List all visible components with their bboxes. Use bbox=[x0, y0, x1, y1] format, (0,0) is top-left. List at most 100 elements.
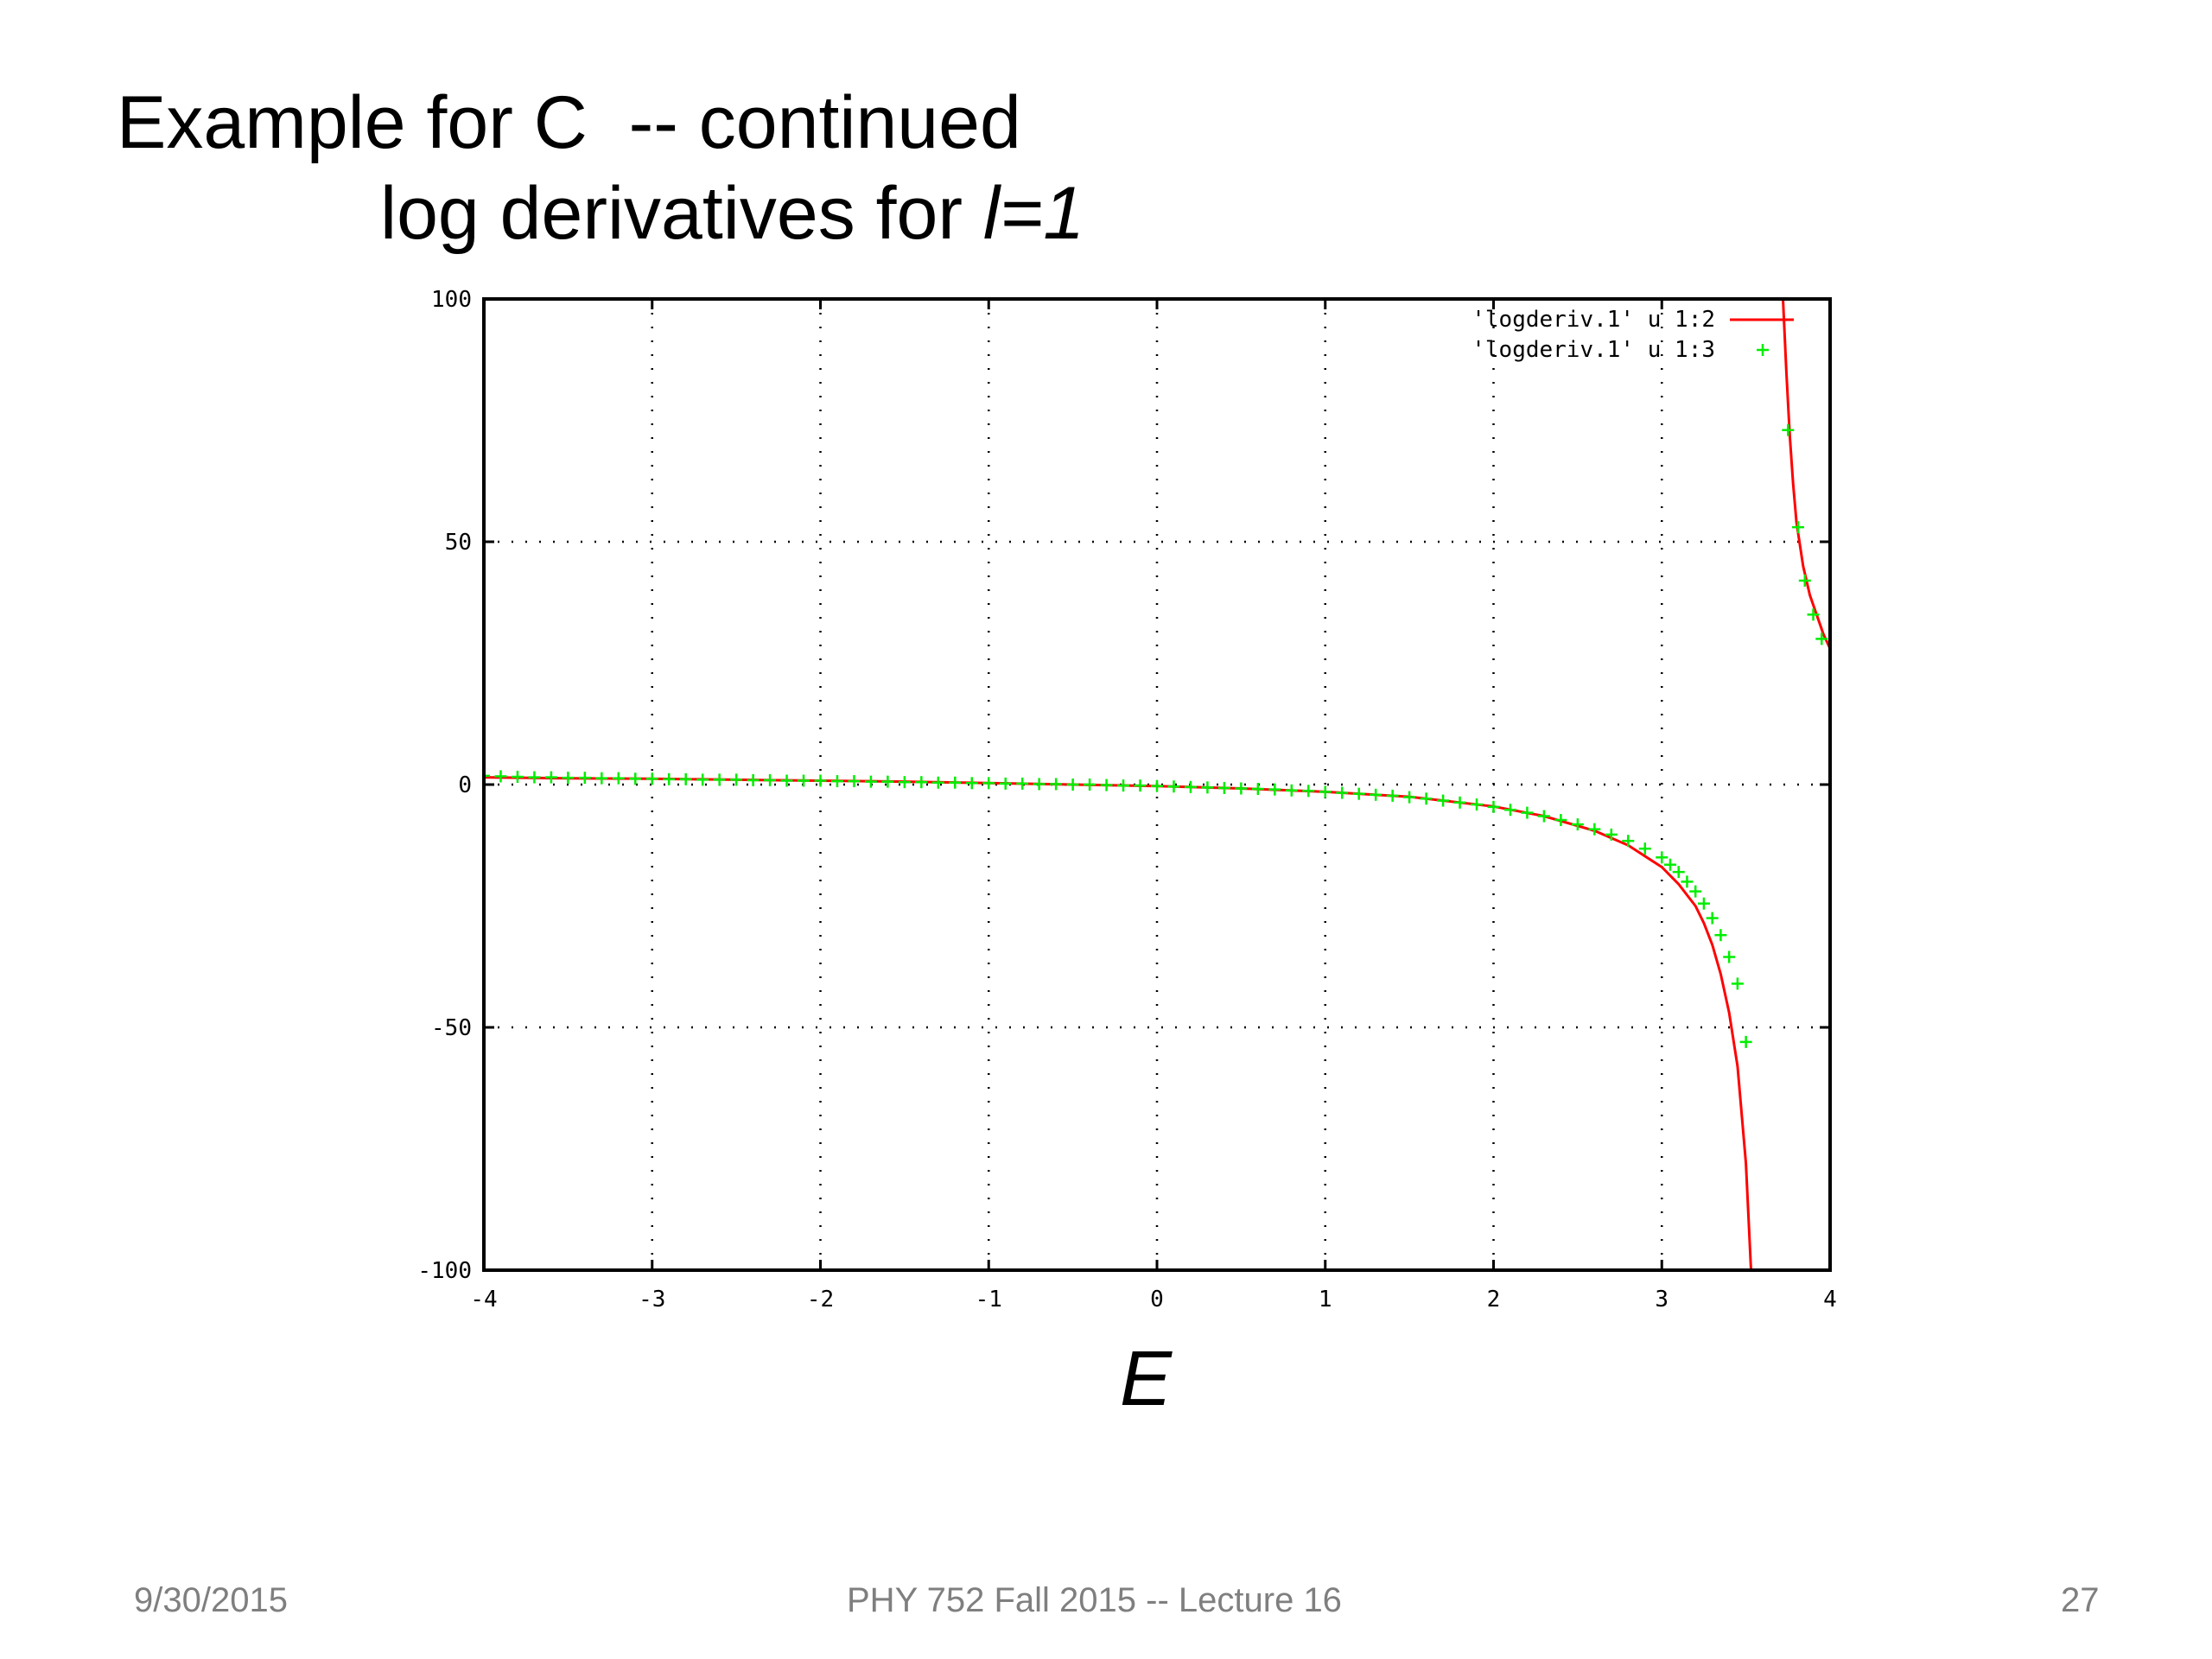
plot-frame bbox=[482, 297, 1832, 1272]
slide-title-line2-italic: l=1 bbox=[982, 172, 1085, 255]
data-point bbox=[1554, 814, 1567, 827]
data-point bbox=[1791, 521, 1804, 534]
data-point bbox=[713, 773, 726, 786]
data-point bbox=[1167, 780, 1180, 793]
x-axis-label: E bbox=[1120, 1336, 1173, 1422]
slide-title-line2-prefix: log derivatives for bbox=[380, 172, 983, 255]
legend-label: 'logderiv.1' u 1:3 bbox=[1471, 337, 1715, 363]
x-tick-label: 2 bbox=[1487, 1287, 1501, 1313]
data-point bbox=[1285, 784, 1298, 797]
data-point bbox=[982, 777, 995, 790]
data-point bbox=[830, 775, 843, 788]
data-point bbox=[679, 772, 692, 785]
data-point bbox=[1521, 806, 1534, 819]
slide-title-line2: log derivatives for l=1 bbox=[380, 173, 1084, 255]
data-point bbox=[1663, 858, 1676, 871]
data-point bbox=[1268, 783, 1281, 796]
data-point bbox=[1731, 977, 1744, 990]
data-point bbox=[1217, 781, 1230, 794]
data-point bbox=[1471, 798, 1484, 811]
data-point bbox=[1100, 779, 1113, 791]
footer-course: PHY 752 Fall 2015 -- Lecture 16 bbox=[847, 1581, 1342, 1619]
data-point bbox=[881, 775, 894, 788]
slide-title-line1: Example for C -- continued bbox=[117, 81, 1021, 164]
data-point bbox=[1807, 608, 1820, 621]
legend-label: 'logderiv.1' u 1:2 bbox=[1471, 307, 1715, 333]
data-point bbox=[511, 771, 524, 784]
data-point bbox=[814, 774, 827, 787]
data-point bbox=[645, 772, 658, 785]
x-tick-label: -3 bbox=[639, 1287, 665, 1313]
data-point bbox=[1453, 796, 1466, 809]
data-point bbox=[1352, 787, 1365, 800]
data-point bbox=[864, 775, 877, 788]
data-point bbox=[1117, 779, 1130, 792]
footer-page-number: 27 bbox=[2061, 1581, 2100, 1619]
data-point bbox=[1151, 779, 1163, 792]
y-tick-label: 0 bbox=[458, 772, 472, 798]
data-point bbox=[1605, 828, 1618, 841]
series-layer bbox=[484, 299, 1830, 1270]
data-point bbox=[949, 776, 962, 789]
legend: 'logderiv.1' u 1:2 'logderiv.1' u 1:3 bbox=[1471, 307, 1794, 363]
data-point bbox=[764, 773, 777, 786]
data-point bbox=[1503, 804, 1516, 817]
data-point bbox=[1319, 785, 1332, 798]
y-tick-label: -50 bbox=[431, 1015, 472, 1041]
series-line-branch bbox=[484, 776, 1752, 1270]
data-point bbox=[528, 771, 541, 784]
data-point bbox=[1689, 885, 1702, 898]
x-tick-label: -2 bbox=[807, 1287, 834, 1313]
footer-date: 9/30/2015 bbox=[134, 1581, 288, 1619]
x-tick-label: 1 bbox=[1319, 1287, 1332, 1313]
data-point bbox=[999, 777, 1012, 790]
data-point bbox=[747, 773, 760, 786]
data-point bbox=[1403, 791, 1416, 804]
data-point bbox=[798, 774, 810, 787]
data-point bbox=[629, 772, 642, 785]
data-point bbox=[595, 772, 608, 785]
data-point bbox=[578, 772, 591, 785]
data-point bbox=[612, 772, 625, 785]
data-point bbox=[1302, 785, 1315, 798]
data-point bbox=[848, 775, 861, 788]
data-point bbox=[562, 772, 575, 785]
x-tick-label: -4 bbox=[470, 1287, 497, 1313]
data-point bbox=[1084, 779, 1096, 791]
x-tick-label: -1 bbox=[976, 1287, 1002, 1313]
data-point bbox=[1066, 779, 1079, 791]
data-point bbox=[915, 776, 928, 789]
data-point bbox=[1437, 794, 1450, 807]
data-point bbox=[1571, 818, 1584, 831]
y-tick-label: 50 bbox=[445, 530, 472, 556]
x-tick-label: 3 bbox=[1655, 1287, 1669, 1313]
data-point bbox=[1386, 789, 1399, 802]
data-point bbox=[1251, 783, 1264, 796]
data-point bbox=[1714, 929, 1727, 942]
tick-labels: -4 -3 -2 -1 0 1 2 3 4 100 50 0 -50 -100 bbox=[417, 287, 1836, 1313]
data-point bbox=[1681, 875, 1694, 888]
data-point bbox=[1134, 779, 1147, 792]
data-point bbox=[780, 774, 793, 787]
data-point bbox=[1622, 835, 1635, 848]
data-point bbox=[898, 776, 911, 789]
data-point bbox=[1033, 778, 1046, 791]
data-point bbox=[1782, 423, 1795, 436]
data-point bbox=[1420, 792, 1433, 805]
data-point bbox=[1537, 810, 1550, 823]
data-point bbox=[931, 776, 944, 789]
x-tick-label: 4 bbox=[1823, 1287, 1837, 1313]
data-point bbox=[1656, 851, 1669, 864]
data-point bbox=[1697, 897, 1710, 910]
data-point bbox=[1798, 574, 1811, 587]
data-point bbox=[1672, 866, 1685, 879]
data-point bbox=[965, 777, 978, 790]
data-point bbox=[1235, 782, 1248, 795]
data-point bbox=[663, 772, 676, 785]
data-point bbox=[1739, 1035, 1752, 1048]
x-tick-label: 0 bbox=[1150, 1287, 1164, 1313]
data-point bbox=[1336, 786, 1349, 799]
data-point bbox=[1050, 778, 1063, 791]
data-point bbox=[1706, 912, 1719, 925]
data-point bbox=[1370, 788, 1382, 801]
